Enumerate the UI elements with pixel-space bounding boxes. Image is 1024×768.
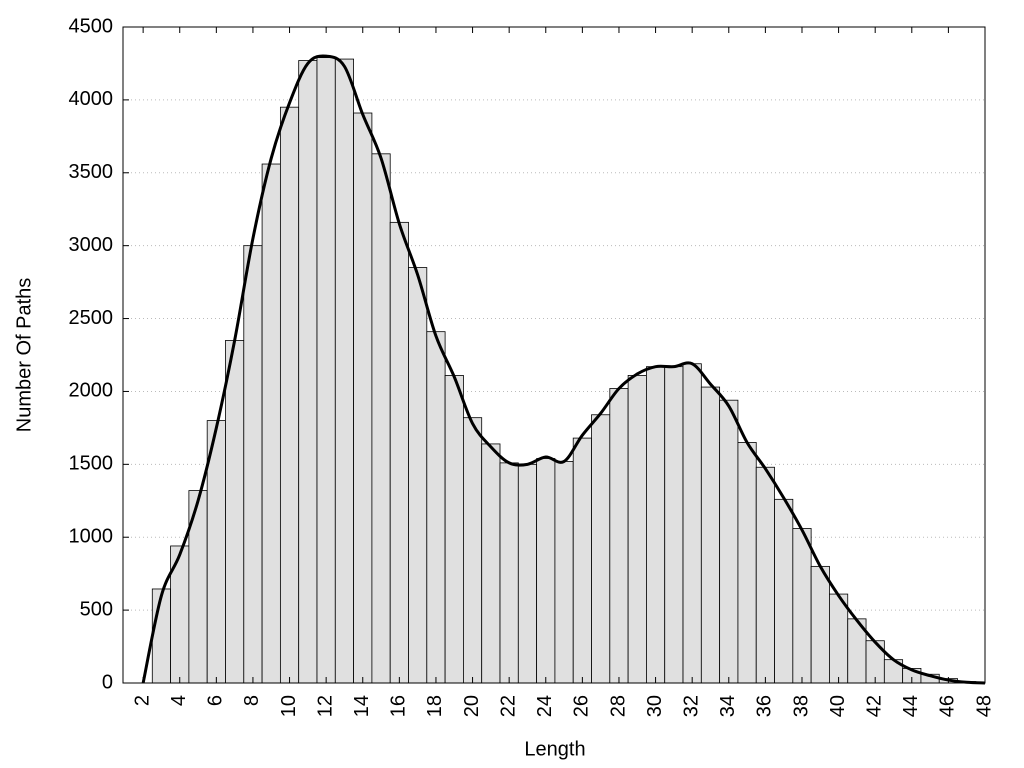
plot-frame bbox=[122, 26, 986, 684]
y-tick-label: 3000 bbox=[69, 234, 114, 256]
x-tick-label: 8 bbox=[241, 695, 263, 706]
x-tick-label: 44 bbox=[900, 695, 922, 717]
bar bbox=[151, 588, 171, 684]
bar bbox=[627, 375, 647, 684]
bar bbox=[261, 163, 281, 684]
x-tick-label: 18 bbox=[424, 695, 446, 717]
bar bbox=[371, 153, 391, 684]
bar bbox=[279, 106, 300, 684]
bar bbox=[536, 458, 556, 684]
y-tick-label: 500 bbox=[80, 598, 113, 620]
bar bbox=[334, 58, 354, 684]
x-tick-label: 42 bbox=[863, 695, 885, 717]
bar bbox=[298, 60, 318, 684]
x-tick-label: 48 bbox=[973, 695, 995, 717]
x-tick-label: 4 bbox=[168, 695, 190, 706]
bar bbox=[426, 331, 446, 684]
y-tick-label: 1500 bbox=[69, 453, 114, 475]
x-tick-label: 26 bbox=[571, 695, 593, 717]
bar bbox=[810, 565, 830, 684]
bar bbox=[554, 461, 574, 684]
x-tick-label: 32 bbox=[680, 695, 702, 717]
bar bbox=[481, 443, 501, 684]
bar bbox=[737, 442, 757, 684]
bar bbox=[591, 414, 611, 684]
bar bbox=[719, 399, 739, 684]
bar bbox=[572, 437, 592, 684]
bar bbox=[225, 340, 245, 684]
y-tick-label: 2000 bbox=[69, 380, 114, 402]
bar bbox=[792, 528, 812, 684]
x-tick-label: 20 bbox=[461, 695, 483, 717]
x-tick-label: 38 bbox=[790, 695, 812, 717]
y-tick-label: 4000 bbox=[69, 88, 114, 110]
y-tick-label: 2500 bbox=[69, 307, 114, 329]
y-axis-label: Number Of Paths bbox=[13, 278, 35, 433]
bar bbox=[682, 363, 702, 684]
y-tick-label: 3500 bbox=[69, 161, 114, 183]
bar bbox=[609, 388, 629, 684]
x-tick-label: 12 bbox=[314, 695, 336, 717]
x-tick-label: 10 bbox=[278, 695, 300, 717]
bar bbox=[664, 366, 684, 684]
x-tick-label: 34 bbox=[717, 695, 739, 717]
x-tick-label: 6 bbox=[205, 695, 227, 706]
bar bbox=[353, 112, 373, 684]
y-tick-label: 4500 bbox=[69, 15, 114, 37]
x-tick-label: 28 bbox=[607, 695, 629, 717]
bar bbox=[646, 366, 666, 684]
bar bbox=[700, 386, 721, 684]
x-tick-label: 14 bbox=[351, 695, 373, 717]
bar bbox=[774, 498, 794, 684]
x-tick-label: 2 bbox=[131, 695, 153, 706]
x-tick-label: 24 bbox=[534, 695, 556, 717]
bar bbox=[463, 417, 483, 684]
y-tick-label: 0 bbox=[102, 671, 113, 693]
bar bbox=[499, 462, 519, 684]
bar bbox=[444, 375, 464, 684]
x-tick-label: 30 bbox=[644, 695, 666, 717]
x-tick-label: 40 bbox=[827, 695, 849, 717]
x-axis-label: Length bbox=[524, 738, 585, 760]
bar bbox=[389, 221, 409, 684]
bar bbox=[755, 466, 775, 684]
bar bbox=[517, 463, 538, 684]
bar bbox=[243, 245, 263, 684]
bar bbox=[316, 57, 336, 684]
x-tick-label: 16 bbox=[388, 695, 410, 717]
y-tick-label: 1000 bbox=[69, 526, 114, 548]
bar bbox=[408, 267, 428, 684]
x-tick-label: 36 bbox=[754, 695, 776, 717]
curve bbox=[141, 54, 986, 685]
x-tick-label: 22 bbox=[497, 695, 519, 717]
x-tick-label: 46 bbox=[937, 695, 959, 717]
bar bbox=[829, 593, 849, 684]
